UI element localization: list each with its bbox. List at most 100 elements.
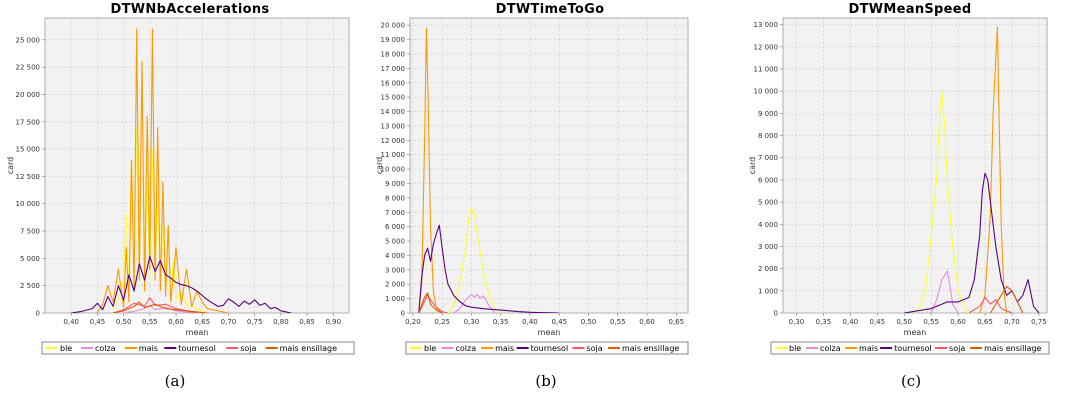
- x-tick-label: 0,40: [843, 318, 859, 326]
- series-line-ble: [914, 90, 970, 313]
- x-tick-label: 0,30: [464, 318, 480, 326]
- legend-label: mais ensillage: [984, 344, 1041, 353]
- legend-label: ble: [60, 344, 72, 353]
- y-axis-label: card: [6, 157, 15, 175]
- series-line-mais: [96, 28, 229, 313]
- y-tick-label: 9 000: [385, 180, 405, 188]
- y-tick-label: 19 000: [381, 36, 406, 44]
- y-tick-label: 6 000: [385, 223, 405, 231]
- chart-panel-2: DTWTimeToGo 0 1 000 2 000 3 000 4 000 5 000 6 0…: [375, 2, 689, 390]
- x-tick-label: 0,65: [668, 318, 684, 326]
- subfigure-caption: (c): [901, 372, 921, 390]
- y-tick-label: 10 000: [16, 200, 41, 208]
- y-tick-label: 12 000: [381, 137, 406, 145]
- y-tick-label: 20 000: [16, 91, 41, 99]
- legend-label: tournesol: [178, 344, 216, 353]
- x-axis-label: mean: [904, 328, 927, 337]
- y-tick-label: 0: [36, 310, 40, 318]
- plot-area: [409, 17, 689, 314]
- legend-label: colza: [95, 344, 116, 353]
- legend-label: tournesol: [894, 344, 932, 353]
- y-tick-label: 10 000: [754, 88, 779, 96]
- chart-title: DTWMeanSpeed: [849, 2, 972, 17]
- y-tick-label: 11 000: [754, 66, 779, 74]
- x-tick-label: 0,35: [493, 318, 509, 326]
- x-axis-label: mean: [538, 328, 561, 337]
- x-tick-label: 0,40: [522, 318, 538, 326]
- series-line-colza: [123, 304, 198, 313]
- series-line-soja: [418, 293, 449, 313]
- x-tick-label: 0,70: [1004, 318, 1020, 326]
- series-line-mais: [418, 27, 443, 313]
- x-tick-label: 0,50: [581, 318, 597, 326]
- y-tick-label: 9 000: [758, 110, 778, 118]
- legend-label: ble: [789, 344, 801, 353]
- chart-panel-1: DTWNbAccelerations 0 2 500 5 000 7 500 10 000…: [6, 2, 355, 390]
- subfigure-caption: (b): [535, 372, 556, 390]
- legend-label: colza: [456, 344, 477, 353]
- y-tick-label: 25 000: [16, 36, 41, 44]
- x-tick-label: 0,20: [405, 318, 421, 326]
- y-tick-label: 2 000: [385, 281, 405, 289]
- series-line-mais: [979, 26, 1008, 313]
- legend-label: ble: [424, 344, 436, 353]
- x-tick-label: 0,50: [116, 318, 132, 326]
- x-tick-label: 0,60: [950, 318, 966, 326]
- x-tick-label: 0,60: [168, 318, 184, 326]
- y-tick-label: 5 000: [385, 238, 405, 246]
- y-tick-label: 10 000: [381, 166, 406, 174]
- x-tick-label: 0,65: [977, 318, 993, 326]
- y-tick-label: 1 000: [385, 295, 405, 303]
- y-tick-label: 3 000: [385, 266, 405, 274]
- y-tick-label: 8 000: [758, 132, 778, 140]
- y-tick-label: 8 000: [385, 194, 405, 202]
- subfigure-caption: (a): [165, 372, 186, 390]
- series-line-colza: [930, 270, 959, 313]
- x-tick-label: 0,85: [299, 318, 315, 326]
- y-tick-label: 7 000: [758, 154, 778, 162]
- y-tick-label: 17 000: [381, 65, 406, 73]
- legend: [405, 341, 689, 355]
- x-tick-label: 0,60: [639, 318, 655, 326]
- legend: [770, 341, 1050, 355]
- y-tick-label: 12 000: [754, 43, 779, 51]
- x-tick-label: 0,45: [869, 318, 885, 326]
- y-tick-label: 13 000: [754, 21, 779, 29]
- x-tick-label: 0,70: [221, 318, 237, 326]
- chart-panel-3: DTWMeanSpeed 0 1 000 2 000 3 000 4 000 5 000 6 …: [748, 2, 1050, 390]
- y-tick-label: 22 500: [16, 64, 41, 72]
- y-tick-label: 7 000: [385, 209, 405, 217]
- y-tick-label: 4 000: [758, 221, 778, 229]
- y-tick-label: 4 000: [385, 252, 405, 260]
- legend-label: mais ensillage: [280, 344, 337, 353]
- y-tick-label: 20 000: [381, 22, 406, 30]
- y-tick-label: 2 500: [20, 282, 40, 290]
- legend-label: mais: [139, 344, 158, 353]
- y-tick-label: 3 000: [758, 243, 778, 251]
- plot-area: [44, 17, 350, 314]
- series-line-soja: [968, 296, 1013, 313]
- chart-title: DTWTimeToGo: [496, 2, 605, 17]
- x-tick-label: 0,55: [142, 318, 158, 326]
- series-line-mais-ensillage: [989, 285, 1024, 313]
- legend-label: soja: [949, 344, 965, 353]
- series-line-colza: [453, 293, 496, 313]
- y-tick-label: 5 000: [758, 199, 778, 207]
- x-tick-label: 0,80: [273, 318, 289, 326]
- x-tick-label: 0,55: [610, 318, 626, 326]
- x-tick-label: 0,50: [896, 318, 912, 326]
- y-tick-label: 0: [401, 310, 405, 318]
- y-tick-label: 0: [774, 310, 778, 318]
- x-axis-label: mean: [186, 328, 209, 337]
- y-axis-label: card: [375, 157, 384, 175]
- x-tick-label: 0,35: [816, 318, 832, 326]
- chart-title: DTWNbAccelerations: [111, 2, 270, 17]
- y-tick-label: 12 500: [16, 173, 41, 181]
- y-tick-label: 16 000: [381, 79, 406, 87]
- x-tick-label: 0,40: [63, 318, 79, 326]
- y-axis-label: card: [748, 157, 757, 175]
- x-tick-label: 0,45: [551, 318, 567, 326]
- y-tick-label: 17 500: [16, 118, 41, 126]
- legend-label: mais: [495, 344, 514, 353]
